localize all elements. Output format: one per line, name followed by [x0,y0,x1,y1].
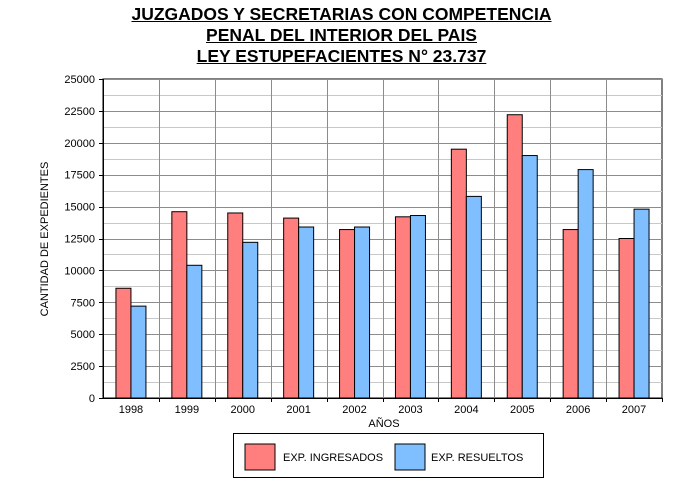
bar-resueltos-2007 [633,208,650,399]
legend-box [233,433,544,478]
x-tick-label: 2005 [510,404,534,416]
bar-ingresados-2005 [506,114,523,399]
bar-ingresados-2004 [450,148,467,399]
y-tick-label: 15000 [64,202,95,214]
bar-resueltos-2002 [354,226,371,399]
bar-ingresados-2001 [283,217,300,399]
bar-ingresados-2006 [562,229,579,399]
chart-title-line-3: LEY ESTUPEFACIENTES N° 23.737 [196,46,487,66]
bar-ingresados-1998 [115,287,132,399]
x-tick-label: 2007 [622,404,646,416]
y-tick-label: 25000 [64,74,95,86]
y-tick-label: 5000 [71,329,95,341]
y-tick-label: 2500 [71,361,95,373]
y-tick-label: 0 [89,393,95,405]
y-tick-label: 22500 [64,106,95,118]
bar-ingresados-2000 [227,212,244,399]
x-tick-label: 1998 [119,404,143,416]
bars [115,114,650,399]
y-tick-label: 20000 [64,138,95,150]
x-axis-label: AÑOS [368,417,399,430]
bar-ingresados-2002 [339,229,356,399]
chart-title: JUZGADOS Y SECRETARIAS CON COMPETENCIA P… [0,4,683,67]
legend-swatch-ingresados [244,443,276,471]
bar-resueltos-2001 [298,226,315,399]
x-tick-label: 2006 [566,404,590,416]
bar-resueltos-1998 [130,305,147,399]
legend-swatch-resueltos [394,443,426,471]
legend-label-ingresados: EXP. INGRESADOS [283,452,383,464]
legend: EXP. INGRESADOS EXP. RESUELTOS [233,433,544,478]
y-tick-label: 10000 [64,265,95,277]
x-tick-label: 2002 [342,404,366,416]
bar-ingresados-1999 [171,211,188,399]
axes: 0 2500 5000 7500 10000 12500 15000 17500 20000 22… [64,74,663,416]
x-tick-label: 2001 [286,404,310,416]
chart-title-line-1: JUZGADOS Y SECRETARIAS CON COMPETENCIA [131,4,552,24]
bar-resueltos-2000 [242,241,259,399]
x-tick-label: 2004 [454,404,478,416]
bar-resueltos-1999 [186,264,203,399]
y-axis-label: CANTIDAD DE EXPEDIENTES [39,162,51,317]
x-tick-label: 2003 [398,404,422,416]
bar-ingresados-2003 [394,216,411,399]
y-tick-label: 7500 [71,297,95,309]
bar-resueltos-2004 [465,195,482,399]
chart-title-line-2: PENAL DEL INTERIOR DEL PAIS [206,25,477,45]
x-tick-label: 1999 [175,404,199,416]
legend-label-resueltos: EXP. RESUELTOS [431,452,523,464]
x-tick-label: 2000 [231,404,255,416]
bar-resueltos-2006 [577,169,594,399]
y-tick-label: 17500 [64,170,95,182]
bar-resueltos-2003 [409,215,426,399]
bar-ingresados-2007 [618,238,635,399]
bar-resueltos-2005 [521,155,538,399]
y-tick-label: 12500 [64,234,95,246]
